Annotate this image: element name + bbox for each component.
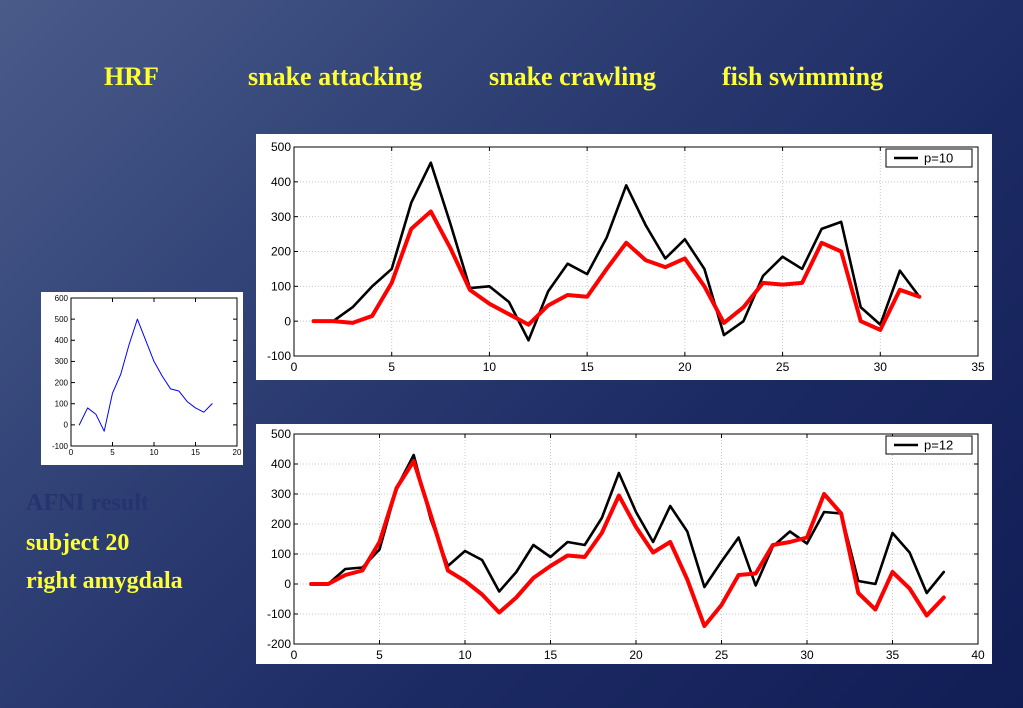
p12-xtick-label: 10 [458, 648, 472, 662]
p12-xtick-label: 15 [544, 648, 558, 662]
hrf-ytick-label: 500 [55, 315, 69, 324]
header-label-fish-swimming: fish swimming [722, 62, 884, 91]
p12-ytick-label: 200 [271, 517, 291, 531]
p10-xtick-label: 0 [291, 360, 298, 374]
p10-xtick-label: 15 [580, 360, 594, 374]
p10-ytick-label: 400 [271, 175, 291, 189]
p10-ytick-label: 500 [271, 140, 291, 154]
p12-ytick-label: 100 [271, 547, 291, 561]
hrf-ytick-label: 600 [55, 294, 69, 303]
hrf-axes-box [70, 297, 238, 447]
p12-xtick-label: 40 [971, 648, 985, 662]
hrf-xtick-label: 5 [110, 448, 115, 457]
hrf-ytick-label: 300 [55, 357, 69, 366]
p12-chart: -200 -100 0 100 200 300 400 500 0 5 10 15 20 25 30 35 40… [267, 427, 985, 662]
p12-xtick-label: 30 [800, 648, 814, 662]
header-label-hrf: HRF [104, 62, 159, 91]
p10-xtick-label: 25 [776, 360, 790, 374]
p10-ytick-label: 300 [271, 210, 291, 224]
p10-legend-box [885, 148, 973, 168]
p12-ytick-label: -100 [267, 607, 291, 621]
hrf-xtick-label: 0 [69, 448, 74, 457]
p12-legend-box [885, 435, 973, 455]
p12-xtick-label: 25 [715, 648, 729, 662]
hrf-series-blue-line [78, 318, 213, 432]
p12-series-red-line [309, 459, 946, 628]
p10-xtick-label: 35 [971, 360, 985, 374]
p10-ytick-label: 200 [271, 245, 291, 259]
caption-subject: subject 20 [26, 530, 130, 556]
hrf-ytick-label: 0 [64, 421, 69, 430]
p10-chart-panel: -100 0 100 200 300 400 500 0 5 10 15 20 25 30 35 p=10 [256, 134, 992, 380]
p10-xtick-label: 30 [874, 360, 888, 374]
p12-ytick-label: 300 [271, 487, 291, 501]
hrf-ytick-label: -100 [52, 442, 69, 451]
p12-xtick-label: 0 [291, 648, 298, 662]
hrf-ytick-label: 400 [55, 336, 69, 345]
hrf-ytick-label: 200 [55, 378, 69, 387]
p10-xtick-label: 20 [678, 360, 692, 374]
p10-ytick-label: -100 [267, 349, 291, 363]
p12-xtick-label: 20 [629, 648, 643, 662]
p10-ytick-label: 100 [271, 280, 291, 294]
hrf-xtick-label: 10 [150, 448, 159, 457]
p12-chart-panel: -200 -100 0 100 200 300 400 500 0 5 10 15 20 25 30 35 40… [256, 424, 992, 664]
caption-afni-result: AFNI result [26, 490, 149, 516]
p12-xtick-label: 5 [376, 648, 383, 662]
hrf-xtick-label: 20 [233, 448, 242, 457]
p10-xtick-label: 5 [388, 360, 395, 374]
hrf-ytick-label: 100 [55, 400, 69, 409]
p12-xtick-label: 35 [886, 648, 900, 662]
p12-ytick-label: -200 [267, 637, 291, 651]
p10-ytick-label: 0 [284, 314, 291, 328]
p10-xtick-label: 10 [483, 360, 497, 374]
p12-ytick-label: 0 [284, 577, 291, 591]
p12-legend-label: p=12 [924, 438, 953, 453]
p12-ytick-label: 500 [271, 427, 291, 441]
p10-series-black-line [312, 161, 921, 342]
p12-ytick-label: 400 [271, 457, 291, 471]
caption-region: right amygdala [26, 568, 183, 594]
hrf-chart-panel: -100 0 100 200 300 400 500 600 0 5 10 15 20 [41, 292, 243, 465]
p10-legend-label: p=10 [924, 151, 953, 166]
header-label-snake-attacking: snake attacking [248, 62, 423, 91]
p10-series-red-line [311, 209, 922, 332]
hrf-xtick-label: 15 [191, 448, 200, 457]
header-label-snake-crawling: snake crawling [489, 62, 656, 91]
